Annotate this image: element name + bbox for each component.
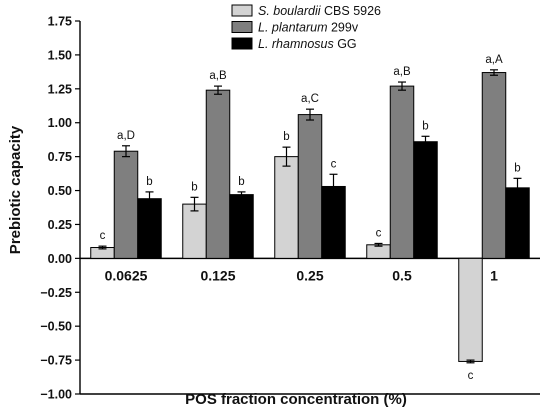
bar (297, 114, 323, 259)
legend-swatch (231, 37, 253, 50)
data-label: a,C (301, 93, 319, 105)
x-tick-label: 0.0625 (105, 267, 148, 283)
bar (205, 89, 231, 259)
data-label: a,B (209, 70, 227, 82)
y-axis-title: Prebiotic capacity (7, 125, 24, 254)
data-label: b (146, 176, 152, 188)
data-label: b (422, 120, 428, 132)
y-tick-label: 1.50 (48, 48, 72, 62)
y-tick-label: 0.50 (48, 184, 72, 198)
legend-swatch (231, 21, 253, 33)
x-tick-label: 0.25 (296, 267, 323, 283)
data-label: c (468, 370, 474, 382)
bar (113, 150, 139, 259)
bar (137, 198, 162, 259)
data-label: b (191, 181, 197, 193)
data-label: b (283, 131, 289, 143)
data-label: b (238, 176, 244, 188)
data-label: c (331, 158, 337, 170)
data-label: a,A (485, 54, 503, 66)
y-tick-label: −0.25 (40, 286, 72, 300)
bar (481, 72, 507, 259)
legend-entry: L. plantarum 299v (258, 21, 359, 35)
bar (182, 203, 207, 259)
x-tick-label: 0.125 (200, 267, 235, 283)
data-label: a,B (393, 66, 411, 78)
bar (274, 156, 299, 259)
y-tick-label: −0.75 (40, 354, 72, 368)
y-tick-label: 0.75 (48, 150, 72, 164)
y-tick-label: 0.00 (48, 252, 72, 266)
y-tick-label: 1.75 (48, 15, 72, 29)
x-tick-label: 0.5 (392, 267, 412, 283)
x-axis-title: POS fraction concentration (%) (185, 391, 407, 408)
legend-swatch (231, 4, 253, 17)
legend-entry: L. rhamnosus GG (258, 37, 357, 51)
y-tick-label: 1.25 (48, 82, 72, 96)
bar (413, 141, 438, 259)
bar (229, 194, 254, 259)
y-tick-label: −1.00 (40, 388, 72, 402)
legend-entry: S. boulardii CBS 5926 (258, 4, 381, 18)
y-tick-label: 1.00 (48, 116, 72, 130)
bar (505, 187, 530, 259)
data-label: a,D (117, 130, 135, 142)
x-tick-label: 1 (490, 267, 498, 283)
data-label: c (376, 227, 382, 239)
y-tick-label: −0.50 (40, 320, 72, 334)
data-label: b (514, 162, 520, 174)
data-label: c (100, 230, 106, 242)
bar (366, 244, 391, 259)
legend: S. boulardii CBS 5926 L. plantarum 299v L.… (231, 4, 381, 51)
plot-area: −1.00 −0.75 −0.50 −0.25 0.00 0.25 0.50 0.75 1.00… (40, 15, 540, 402)
bar (389, 85, 415, 259)
y-tick-label: 0.25 (48, 218, 72, 232)
bar (458, 257, 483, 362)
